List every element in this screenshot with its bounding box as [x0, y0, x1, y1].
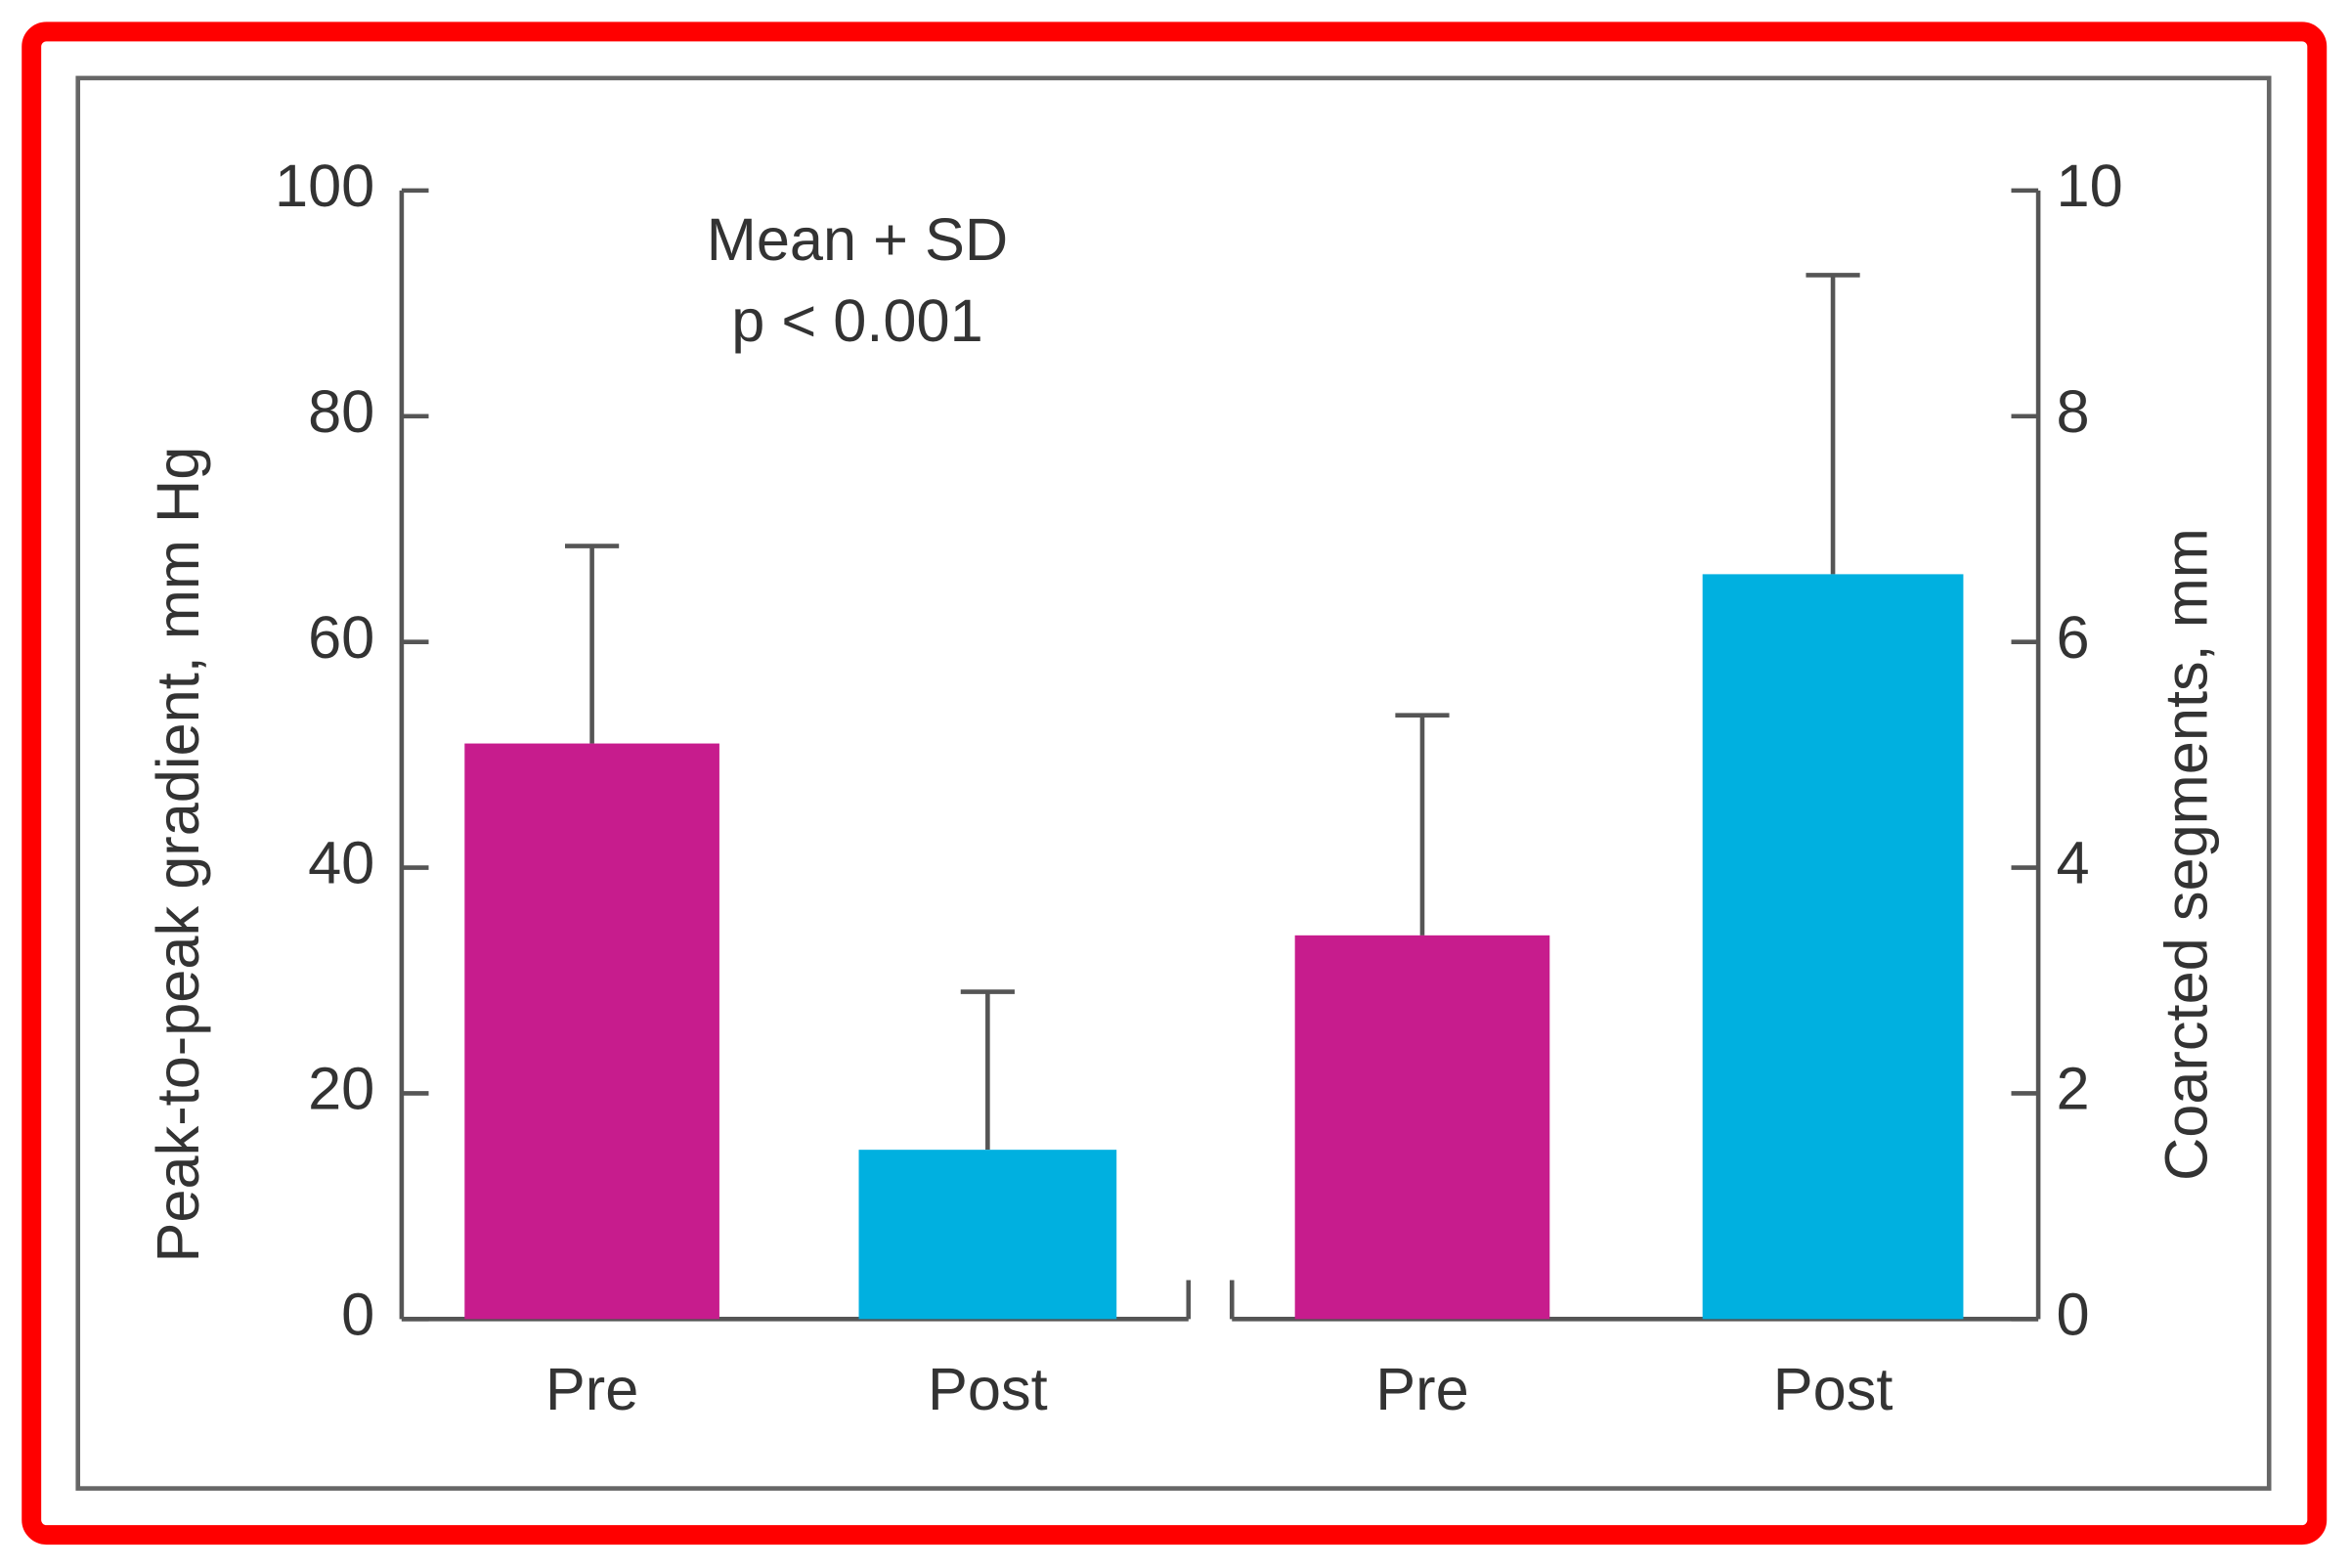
bar	[1702, 574, 1964, 1320]
bar	[1294, 935, 1550, 1320]
error-bar	[565, 544, 620, 744]
y-tick-label: 80	[308, 377, 374, 445]
y-tick-label: 100	[275, 152, 374, 219]
y-axis-label: Coarcted segments, mm	[2153, 528, 2220, 1181]
y-tick-label: 0	[341, 1281, 374, 1348]
x-tick-label: Pre	[1375, 1355, 1468, 1422]
y-tick-label: 60	[308, 603, 374, 671]
frame	[75, 75, 2272, 1491]
error-bar	[960, 989, 1015, 1151]
x-tick-label: Post	[1773, 1355, 1893, 1422]
error-bar	[1806, 273, 1860, 575]
y-tick-label: 8	[2057, 377, 2090, 445]
error-bar	[1395, 713, 1450, 936]
y-tick-label: 20	[308, 1055, 374, 1122]
y-tick-label: 6	[2057, 603, 2090, 671]
y-tick-label: 2	[2057, 1055, 2090, 1122]
x-tick-label: Pre	[545, 1355, 638, 1422]
y-axis-label: Peak-to-peak gradient, mm Hg	[144, 447, 211, 1263]
y-tick-label: 4	[2057, 829, 2090, 896]
annotation: p < 0.001	[731, 286, 982, 354]
x-tick-label: Post	[928, 1355, 1048, 1422]
bar	[464, 743, 719, 1320]
bar	[858, 1150, 1117, 1320]
outer-border	[22, 22, 2328, 1546]
y-tick-label: 0	[2057, 1281, 2090, 1348]
y-tick-label: 40	[308, 829, 374, 896]
annotation: Mean + SD	[707, 205, 1008, 273]
y-tick-label: 10	[2057, 152, 2123, 219]
